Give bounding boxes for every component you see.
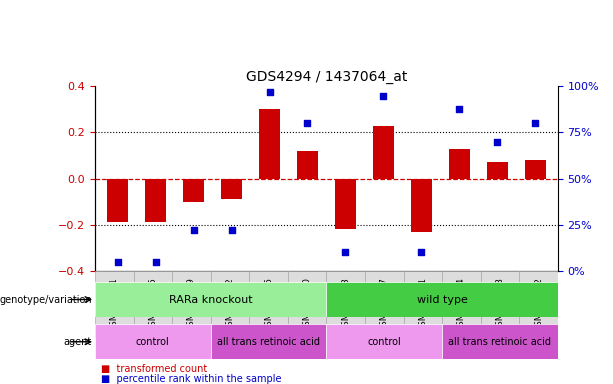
Bar — [487, 162, 508, 179]
FancyBboxPatch shape — [249, 271, 288, 338]
Bar — [107, 179, 128, 222]
Text: wild type: wild type — [417, 295, 468, 305]
Bar — [449, 149, 470, 179]
Bar — [335, 179, 356, 229]
Bar — [145, 179, 166, 222]
Text: GSM775297: GSM775297 — [380, 277, 389, 332]
FancyBboxPatch shape — [95, 324, 211, 359]
Text: control: control — [136, 337, 170, 347]
FancyBboxPatch shape — [211, 271, 249, 338]
FancyBboxPatch shape — [134, 271, 172, 338]
FancyBboxPatch shape — [481, 271, 519, 338]
Bar — [183, 179, 204, 202]
Point — [340, 249, 350, 255]
FancyBboxPatch shape — [327, 282, 558, 317]
Text: agent: agent — [64, 337, 92, 347]
Point — [492, 139, 502, 145]
FancyBboxPatch shape — [327, 324, 442, 359]
Point — [265, 89, 275, 95]
Text: all trans retinoic acid: all trans retinoic acid — [449, 337, 552, 347]
Text: GSM775291: GSM775291 — [110, 277, 119, 332]
FancyBboxPatch shape — [403, 271, 442, 338]
FancyBboxPatch shape — [95, 271, 134, 338]
Point — [303, 120, 313, 126]
Bar — [221, 179, 242, 199]
Text: GSM775295: GSM775295 — [148, 277, 158, 332]
Bar — [373, 126, 394, 179]
FancyBboxPatch shape — [211, 324, 327, 359]
FancyBboxPatch shape — [95, 282, 327, 317]
Text: GSM775300: GSM775300 — [303, 277, 311, 332]
Point — [151, 258, 161, 265]
FancyBboxPatch shape — [519, 271, 558, 338]
FancyBboxPatch shape — [327, 271, 365, 338]
Text: GSM775296: GSM775296 — [264, 277, 273, 332]
FancyBboxPatch shape — [288, 271, 327, 338]
Text: ■  percentile rank within the sample: ■ percentile rank within the sample — [101, 374, 281, 384]
Point — [227, 227, 237, 233]
Point — [416, 249, 426, 255]
Text: GSM775292: GSM775292 — [226, 277, 235, 332]
Bar — [259, 109, 280, 179]
Text: GSM775293: GSM775293 — [341, 277, 350, 332]
Text: all trans retinoic acid: all trans retinoic acid — [217, 337, 320, 347]
FancyBboxPatch shape — [442, 271, 481, 338]
Bar — [297, 151, 318, 179]
Point — [454, 106, 464, 112]
Text: GSM775299: GSM775299 — [187, 277, 196, 332]
Text: GSM775302: GSM775302 — [534, 277, 543, 332]
Bar — [411, 179, 432, 232]
Text: GSM775294: GSM775294 — [457, 277, 466, 332]
Point — [113, 258, 123, 265]
Text: genotype/variation: genotype/variation — [0, 295, 92, 305]
Text: ■  transformed count: ■ transformed count — [101, 364, 207, 374]
Text: GSM775301: GSM775301 — [418, 277, 427, 332]
Text: GSM775298: GSM775298 — [495, 277, 504, 332]
Title: GDS4294 / 1437064_at: GDS4294 / 1437064_at — [246, 70, 407, 84]
Point — [530, 120, 540, 126]
Point — [378, 93, 388, 99]
Bar — [525, 160, 546, 179]
FancyBboxPatch shape — [365, 271, 403, 338]
FancyBboxPatch shape — [442, 324, 558, 359]
FancyBboxPatch shape — [172, 271, 211, 338]
Text: control: control — [367, 337, 401, 347]
Point — [189, 227, 199, 233]
Text: RARa knockout: RARa knockout — [169, 295, 253, 305]
